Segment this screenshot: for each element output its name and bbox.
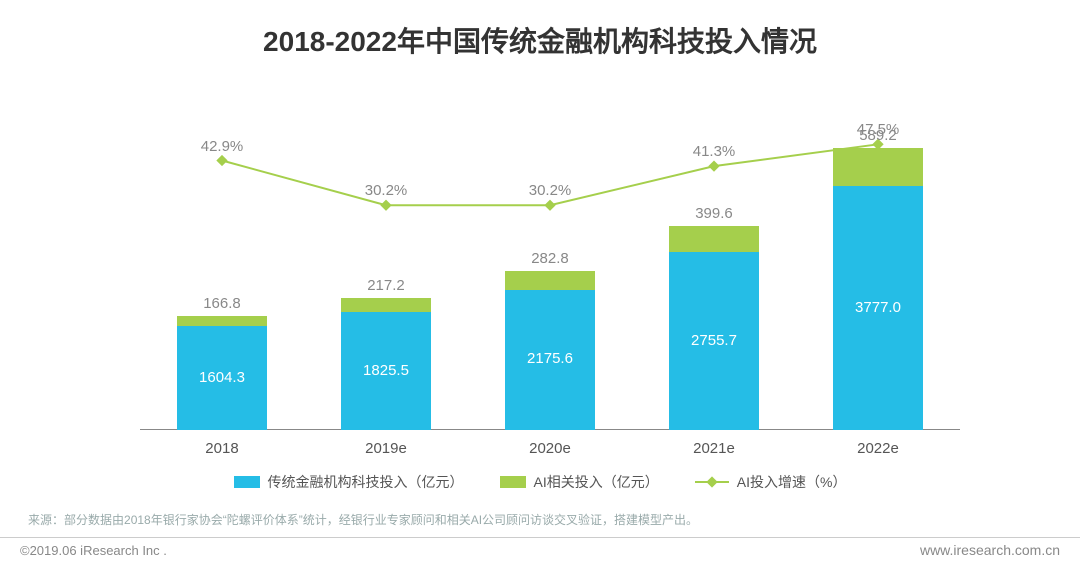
source-text: 部分数据由2018年银行家协会“陀螺评价体系”统计，经银行业专家顾问和相关AI公…: [64, 513, 698, 527]
legend-line-icon: [695, 476, 729, 488]
bar-bottom-value: 1604.3: [199, 369, 245, 386]
legend-swatch: [500, 476, 526, 488]
chart-container: 2018-2022年中国传统金融机构科技投入情况 1604.3 166.8 2018…: [0, 0, 1080, 570]
source-prefix: 来源：: [28, 513, 64, 527]
category-label: 2019e: [365, 440, 407, 457]
bar-group: 1604.3166.82018: [177, 120, 267, 430]
bar-group: 1825.5217.22019e: [341, 120, 431, 430]
copyright-text: ©2019.06 iResearch Inc .: [20, 543, 167, 558]
bar-top-value: 282.8: [531, 250, 569, 267]
bar-group: 2175.6282.82020e: [505, 120, 595, 430]
legend-item: AI投入增速（%）: [695, 472, 847, 492]
bar-top: [669, 226, 759, 252]
category-label: 2022e: [857, 440, 899, 457]
legend: 传统金融机构科技投入（亿元） AI相关投入（亿元） AI投入增速（%）: [0, 472, 1080, 492]
line-value-label: 30.2%: [529, 182, 572, 199]
chart-title: 2018-2022年中国传统金融机构科技投入情况: [0, 20, 1080, 60]
bar-group: 2755.7399.62021e: [669, 120, 759, 430]
bar-top-value: 217.2: [367, 277, 405, 294]
line-value-label: 47.5%: [857, 121, 900, 138]
legend-label: 传统金融机构科技投入（亿元）: [268, 472, 464, 492]
bar-bottom-value: 2755.7: [691, 332, 737, 349]
bar-top-value: 399.6: [695, 205, 733, 222]
plot-area: 1604.3166.8201842.9%1825.5217.22019e30.2…: [140, 120, 960, 430]
bar-top: [177, 316, 267, 327]
line-value-label: 41.3%: [693, 143, 736, 160]
footer-divider: [0, 537, 1080, 538]
category-label: 2020e: [529, 440, 571, 457]
legend-label: AI相关投入（亿元）: [534, 472, 659, 492]
bar-top: [833, 148, 923, 186]
legend-label: AI投入增速（%）: [737, 472, 847, 492]
bar-bottom-value: 2175.6: [527, 350, 573, 367]
bar-bottom-value: 1825.5: [363, 362, 409, 379]
bar-top-value: 166.8: [203, 295, 241, 312]
source-note: 来源：部分数据由2018年银行家协会“陀螺评价体系”统计，经银行业专家顾问和相关…: [28, 511, 698, 528]
website-text: www.iresearch.com.cn: [920, 542, 1060, 558]
legend-swatch: [234, 476, 260, 488]
category-label: 2021e: [693, 440, 735, 457]
legend-item: AI相关投入（亿元）: [500, 472, 659, 492]
bar-top: [341, 298, 431, 312]
bar-group: 3777.0589.22022e: [833, 120, 923, 430]
line-value-label: 42.9%: [201, 138, 244, 155]
category-label: 2018: [205, 440, 238, 457]
bar-top: [505, 271, 595, 289]
line-value-label: 30.2%: [365, 182, 408, 199]
bar-bottom-value: 3777.0: [855, 299, 901, 316]
legend-item: 传统金融机构科技投入（亿元）: [234, 472, 464, 492]
